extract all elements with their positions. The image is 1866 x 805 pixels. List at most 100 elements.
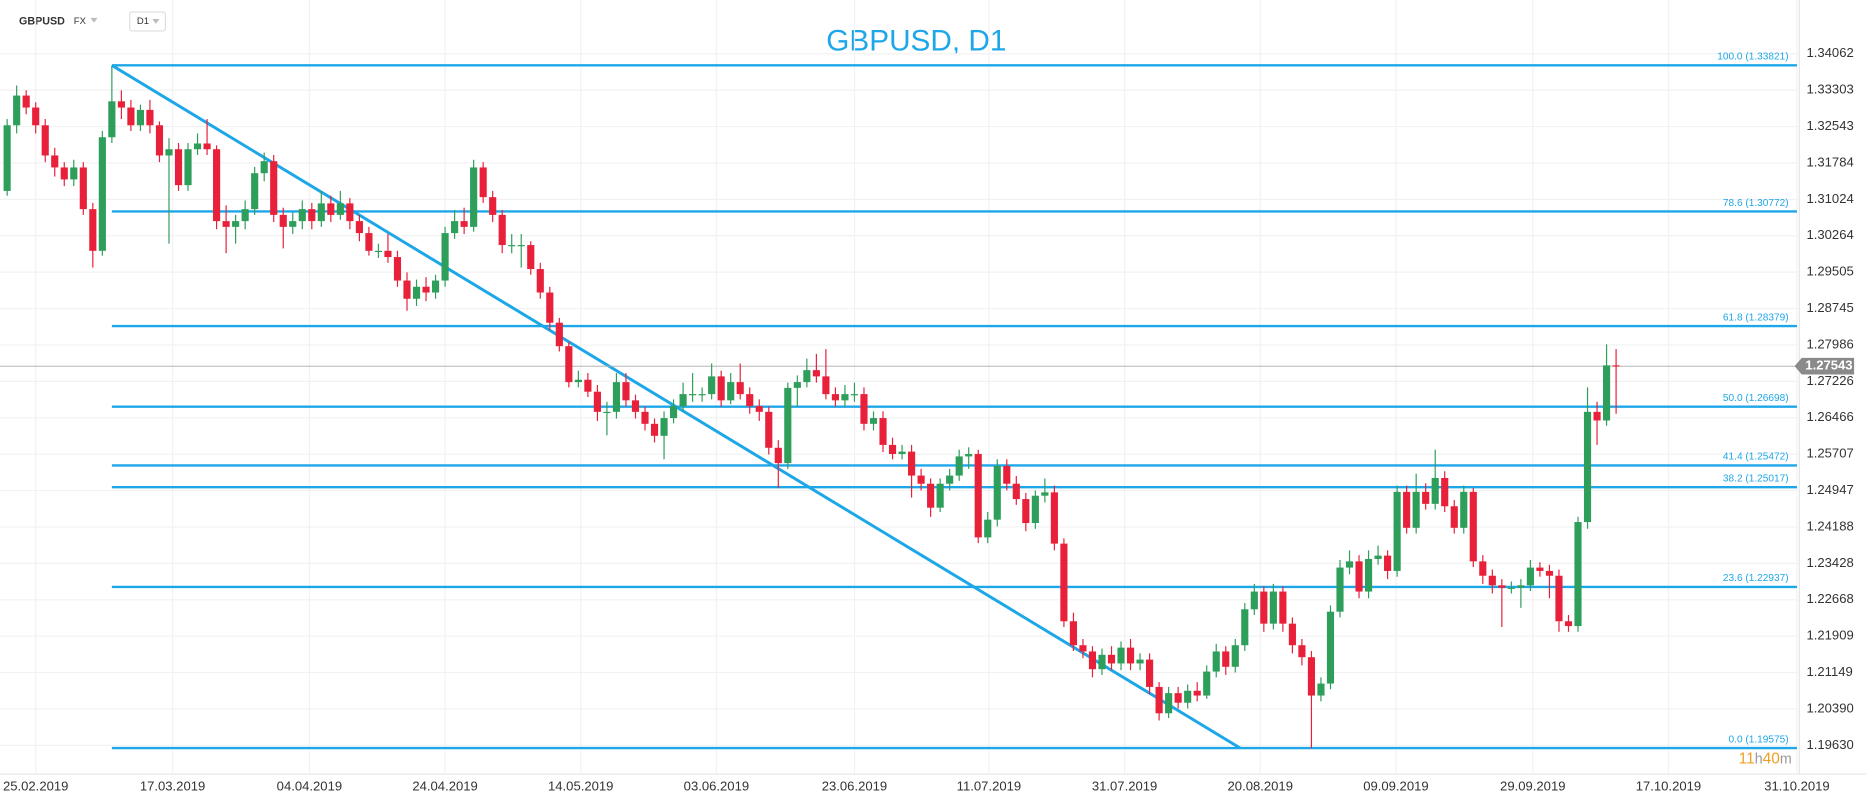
candle-body bbox=[70, 167, 78, 180]
candle-body bbox=[1602, 365, 1611, 421]
candle-body bbox=[117, 101, 125, 108]
candle-body bbox=[1098, 654, 1106, 670]
candle-body bbox=[831, 394, 839, 401]
candle-body bbox=[946, 475, 954, 484]
candle-body bbox=[1345, 561, 1354, 568]
candle-body bbox=[498, 214, 506, 246]
candle-body bbox=[308, 209, 316, 222]
candle-body bbox=[251, 173, 259, 210]
x-tick-label: 17.03.2019 bbox=[140, 779, 205, 794]
market[interactable]: FX bbox=[74, 16, 87, 27]
candle-body bbox=[536, 269, 544, 293]
candle-body bbox=[41, 125, 49, 156]
x-tick-label: 03.06.2019 bbox=[684, 779, 749, 794]
candle-body bbox=[974, 454, 982, 538]
candle-body bbox=[13, 95, 21, 126]
candle-body bbox=[270, 161, 278, 215]
candle-body bbox=[193, 143, 202, 150]
candle-body bbox=[1307, 657, 1316, 696]
candle-body bbox=[1060, 543, 1068, 622]
candle-body bbox=[441, 233, 449, 281]
candle-body bbox=[927, 483, 935, 508]
candle-body bbox=[213, 149, 221, 222]
candle-body bbox=[460, 221, 468, 227]
interval[interactable]: D1 bbox=[137, 16, 149, 27]
candle-body bbox=[1165, 693, 1173, 714]
y-tick-label: 1.26466 bbox=[1806, 409, 1853, 424]
fib-label: 41.4 (1.25472) bbox=[1723, 452, 1789, 463]
candle-body bbox=[127, 107, 135, 126]
fib-label: 78.6 (1.30772) bbox=[1723, 198, 1789, 209]
y-tick-label: 1.31784 bbox=[1806, 154, 1853, 169]
candle-body bbox=[736, 382, 744, 395]
candle-body bbox=[79, 167, 87, 210]
candle-body bbox=[1355, 561, 1363, 592]
candle-body bbox=[689, 394, 697, 396]
x-tick-label: 20.08.2019 bbox=[1228, 779, 1293, 794]
candle-body bbox=[1041, 492, 1049, 496]
candle-body bbox=[451, 221, 459, 234]
candle-body bbox=[327, 203, 335, 215]
interval-box[interactable] bbox=[129, 11, 167, 32]
candle-body bbox=[717, 376, 725, 401]
fib-label: 38.2 (1.25017) bbox=[1723, 474, 1789, 485]
y-tick-label: 1.20390 bbox=[1806, 700, 1853, 715]
candle-body bbox=[470, 167, 478, 227]
candle-body bbox=[1222, 651, 1230, 667]
candle-body bbox=[279, 214, 287, 227]
candle-body bbox=[1050, 492, 1058, 544]
candle-body bbox=[479, 167, 487, 198]
y-tick-label: 1.29505 bbox=[1806, 264, 1853, 279]
candle-body bbox=[374, 250, 383, 253]
candle-body bbox=[1288, 623, 1296, 646]
candle-body bbox=[1117, 647, 1125, 664]
candle-body bbox=[1450, 506, 1458, 528]
candle-body bbox=[917, 475, 925, 484]
y-tick-label: 1.31024 bbox=[1806, 191, 1853, 206]
candle-body bbox=[860, 394, 868, 424]
candle-body bbox=[888, 444, 897, 455]
symbol[interactable]: GBPUSD bbox=[19, 15, 65, 27]
candle-body bbox=[517, 245, 525, 247]
candle-body bbox=[784, 387, 792, 464]
candle-body bbox=[1403, 491, 1411, 528]
candle-body bbox=[1279, 591, 1287, 624]
y-tick-label: 1.21149 bbox=[1806, 664, 1852, 679]
candle-body bbox=[1422, 491, 1430, 504]
candle-body bbox=[508, 245, 516, 247]
x-tick-label: 17.10.2019 bbox=[1636, 779, 1701, 794]
x-tick-label: 31.07.2019 bbox=[1092, 779, 1157, 794]
candle-body bbox=[622, 382, 630, 401]
candle-body bbox=[1536, 567, 1544, 571]
candle-body bbox=[593, 391, 601, 412]
candle-body bbox=[565, 346, 573, 383]
candle-body bbox=[51, 155, 59, 168]
candle-body bbox=[546, 292, 554, 323]
y-tick-label: 1.19630 bbox=[1806, 737, 1853, 752]
x-tick-label: 14.05.2019 bbox=[548, 779, 613, 794]
candle-body bbox=[574, 379, 582, 383]
candle-body bbox=[965, 454, 973, 457]
y-tick-label: 1.22668 bbox=[1806, 591, 1853, 606]
candle-body bbox=[955, 456, 963, 476]
candle-body bbox=[993, 465, 1001, 520]
candle-body bbox=[346, 203, 354, 222]
candle-body bbox=[1003, 465, 1011, 484]
candle-body bbox=[1393, 491, 1401, 571]
candle-body bbox=[812, 370, 820, 377]
y-tick-label: 1.25707 bbox=[1806, 446, 1853, 461]
candle-body bbox=[793, 382, 801, 388]
dropdown-arrow[interactable] bbox=[90, 17, 98, 23]
candle-body bbox=[184, 149, 192, 186]
candle-body bbox=[1126, 647, 1135, 664]
candle-body bbox=[527, 245, 535, 270]
y-tick-label: 1.24188 bbox=[1806, 518, 1853, 533]
candle-body bbox=[260, 161, 268, 174]
dropdown-arrow[interactable] bbox=[152, 19, 160, 24]
candle-body bbox=[1526, 567, 1534, 586]
x-tick-label: 25.02.2019 bbox=[3, 779, 68, 794]
candle-body bbox=[650, 423, 659, 436]
candle-body bbox=[1364, 558, 1373, 592]
candle-body bbox=[727, 382, 735, 401]
candle-body bbox=[1479, 561, 1487, 576]
